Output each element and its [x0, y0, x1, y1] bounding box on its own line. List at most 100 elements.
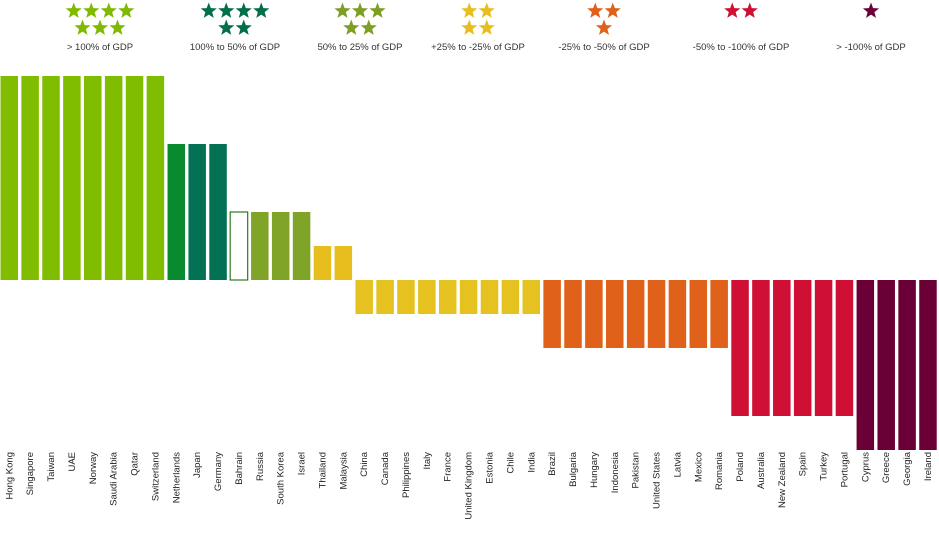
bar-china	[355, 280, 373, 314]
x-tick-label: Bulgaria	[568, 451, 579, 487]
bar-chile	[501, 280, 520, 314]
bar-pakistan	[626, 280, 645, 348]
bar-mexico	[689, 280, 708, 348]
bar-israel	[292, 212, 311, 280]
legend-star-icon	[862, 2, 880, 18]
bar-norway	[84, 76, 102, 280]
bar-qatar	[125, 76, 144, 280]
bar-netherlands	[167, 144, 186, 280]
x-tick-label: UAE	[67, 452, 78, 472]
x-tick-label: Chile	[505, 452, 516, 474]
legend-star-icon	[604, 2, 621, 18]
x-tick-label: Japan	[192, 452, 203, 478]
x-tick-label: Brazil	[547, 452, 558, 476]
x-tick-label: Netherlands	[171, 452, 182, 503]
bar-hungary	[585, 280, 603, 348]
x-tick-label: South Korea	[276, 451, 287, 505]
x-tick-label: Indonesia	[610, 451, 621, 493]
legend-star-icon	[200, 2, 217, 18]
legend-star-icon	[109, 19, 126, 35]
x-tick-label: India	[526, 451, 537, 472]
x-tick-label: Norway	[88, 452, 99, 484]
x-tick-label: Greece	[881, 452, 892, 483]
legend-star-icon	[91, 19, 109, 35]
legend-star-icon	[478, 19, 495, 35]
x-tick-label: China	[359, 451, 370, 477]
bar-malaysia	[334, 246, 353, 280]
x-tick-label: Malaysia	[338, 451, 349, 489]
bar-latvia	[668, 280, 687, 348]
bar-canada	[376, 280, 394, 314]
bar-united-states	[647, 280, 666, 348]
legend-star-icon	[100, 2, 117, 18]
legend-star-icon	[343, 19, 360, 35]
legend-star-icon	[369, 2, 386, 18]
legend-star-icon	[461, 2, 478, 18]
bar-italy	[418, 280, 436, 314]
bars	[0, 76, 937, 450]
legend-label: -25% to -50% of GDP	[558, 42, 649, 53]
bar-philippines	[397, 280, 415, 314]
x-tick-label: Bahrain	[234, 452, 245, 485]
legend-star-icon	[334, 2, 351, 18]
bar-south-korea	[271, 212, 290, 280]
bar-thailand	[313, 246, 332, 280]
legend-star-icon	[461, 19, 478, 35]
legend-star-icon	[724, 2, 741, 18]
x-tick-label: Philippines	[401, 452, 412, 498]
x-tick-label: Georgia	[902, 451, 913, 486]
bar-uae	[63, 76, 81, 280]
x-tick-label: Taiwan	[46, 452, 57, 482]
bar-france	[438, 280, 457, 314]
bar-ireland	[919, 280, 937, 450]
x-tick-label: Estonia	[484, 451, 495, 483]
x-tick-label: Thailand	[317, 452, 328, 488]
bar-georgia	[898, 280, 916, 450]
x-tick-label: Italy	[422, 452, 433, 470]
legend-star-icon	[595, 19, 613, 35]
legend-label: > 100% of GDP	[67, 42, 133, 53]
x-tick-label: Poland	[735, 452, 746, 482]
bar-india	[522, 280, 540, 314]
x-tick-label: Saudi Arabia	[109, 451, 120, 506]
legend-star-icon	[741, 2, 758, 18]
x-tick-label: Hungary	[589, 452, 600, 488]
legend-label: -50% to -100% of GDP	[693, 42, 790, 53]
legend-star-icon	[83, 2, 100, 18]
legend-label: > -100% of GDP	[836, 42, 905, 53]
bar-singapore	[21, 76, 39, 280]
bar-indonesia	[606, 280, 624, 348]
bar-united-kingdom	[459, 280, 478, 314]
x-tick-label: Germany	[213, 452, 224, 491]
bar-turkey	[814, 280, 833, 416]
x-tick-label: Canada	[380, 451, 391, 485]
x-tick-label: United Kingdom	[464, 452, 475, 520]
legend-label: +25% to -25% of GDP	[431, 42, 525, 53]
bar-bahrain	[229, 211, 249, 281]
bar-bulgaria	[564, 280, 582, 348]
x-tick-label: Turkey	[819, 452, 830, 481]
legend-star-icon	[253, 2, 270, 18]
x-tick-label: Portugal	[839, 452, 850, 487]
legend-star-icon	[74, 19, 91, 35]
x-tick-label: Hong Kong	[4, 452, 15, 500]
legend: > 100% of GDP 100% to 50% of GDP 50% to 25…	[65, 2, 906, 53]
legend-label: 50% to 25% of GDP	[317, 42, 402, 53]
x-tick-label: New Zealand	[777, 452, 788, 508]
bar-switzerland	[146, 76, 165, 280]
x-tick-label: Mexico	[693, 452, 704, 482]
legend-star-icon	[587, 2, 604, 18]
x-tick-label: Israel	[297, 452, 308, 475]
legend-star-icon	[351, 2, 369, 18]
bar-saudi-arabia	[104, 76, 123, 280]
x-tick-label: Qatar	[130, 452, 141, 476]
bar-cyprus	[856, 280, 875, 450]
legend-star-icon	[218, 19, 235, 35]
x-tick-label: Russia	[255, 451, 266, 481]
x-tick-label: Cyprus	[860, 452, 871, 482]
bar-hong-kong	[0, 76, 18, 280]
bar-poland	[731, 280, 749, 416]
legend-star-icon	[218, 2, 235, 18]
bar-australia	[752, 280, 770, 416]
